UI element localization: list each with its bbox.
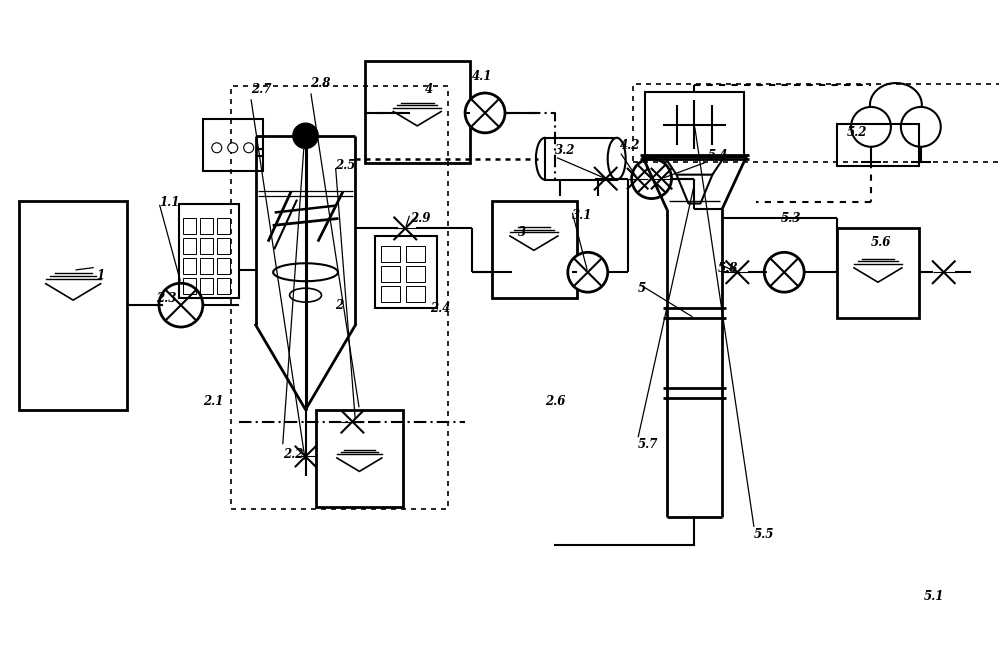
Bar xyxy=(381,266,400,282)
Bar xyxy=(200,218,213,234)
Bar xyxy=(200,279,213,294)
Text: 5.3: 5.3 xyxy=(781,212,802,225)
Circle shape xyxy=(632,158,672,199)
Text: 5.5: 5.5 xyxy=(754,527,775,541)
Bar xyxy=(200,238,213,254)
Bar xyxy=(381,246,400,262)
Circle shape xyxy=(465,93,505,133)
Text: 1: 1 xyxy=(96,269,104,282)
Circle shape xyxy=(764,252,804,292)
Bar xyxy=(217,258,230,275)
Bar xyxy=(545,138,617,180)
Bar xyxy=(837,228,919,318)
Text: 5.1: 5.1 xyxy=(924,591,944,603)
Bar xyxy=(200,258,213,275)
Text: 2.2: 2.2 xyxy=(283,448,303,461)
Bar xyxy=(645,92,744,156)
Bar xyxy=(406,246,425,262)
Circle shape xyxy=(568,252,608,292)
Bar xyxy=(217,218,230,234)
Bar xyxy=(179,203,239,298)
Text: 5.6: 5.6 xyxy=(871,236,891,249)
Bar xyxy=(183,279,196,294)
Ellipse shape xyxy=(608,138,626,180)
Text: 2.7: 2.7 xyxy=(251,82,271,96)
Text: 4.2: 4.2 xyxy=(620,139,640,152)
Text: 5.2: 5.2 xyxy=(847,126,867,139)
Circle shape xyxy=(294,124,318,148)
Text: 5.7: 5.7 xyxy=(638,438,658,451)
Text: 2.6: 2.6 xyxy=(545,395,565,408)
Ellipse shape xyxy=(273,263,338,281)
Bar xyxy=(406,266,425,282)
Bar xyxy=(365,61,470,163)
Bar xyxy=(183,258,196,275)
Text: 4.1: 4.1 xyxy=(472,69,492,82)
Bar xyxy=(217,238,230,254)
Bar xyxy=(381,286,400,302)
Text: 5.4: 5.4 xyxy=(707,149,728,162)
Text: 5: 5 xyxy=(638,282,646,294)
Text: 2: 2 xyxy=(335,298,344,312)
Text: 5.8: 5.8 xyxy=(717,262,738,275)
Text: 2.5: 2.5 xyxy=(335,159,356,172)
Text: 2.8: 2.8 xyxy=(311,77,331,90)
Text: 3.1: 3.1 xyxy=(572,209,592,222)
Bar xyxy=(203,119,263,171)
Text: 1.1: 1.1 xyxy=(159,196,179,209)
Circle shape xyxy=(901,107,941,147)
Text: 2.1: 2.1 xyxy=(203,395,223,408)
Circle shape xyxy=(244,143,254,152)
Circle shape xyxy=(212,143,222,152)
Text: 2.9: 2.9 xyxy=(410,212,431,225)
Bar xyxy=(375,236,437,308)
Text: 3: 3 xyxy=(518,226,526,239)
Text: 2.4: 2.4 xyxy=(430,302,451,315)
Ellipse shape xyxy=(536,138,554,180)
Text: 2.3: 2.3 xyxy=(156,292,176,305)
Circle shape xyxy=(159,283,203,327)
Bar xyxy=(837,124,919,166)
Circle shape xyxy=(228,143,238,152)
Bar xyxy=(183,218,196,234)
Text: 3.2: 3.2 xyxy=(555,145,575,157)
Bar xyxy=(231,86,448,510)
Circle shape xyxy=(851,107,891,147)
Bar xyxy=(633,84,1000,162)
Bar xyxy=(406,286,425,302)
Bar xyxy=(183,238,196,254)
Text: 4: 4 xyxy=(425,82,433,96)
Bar xyxy=(19,201,127,410)
Ellipse shape xyxy=(290,288,321,302)
Bar xyxy=(492,201,577,298)
Bar xyxy=(217,279,230,294)
Bar xyxy=(316,410,403,508)
